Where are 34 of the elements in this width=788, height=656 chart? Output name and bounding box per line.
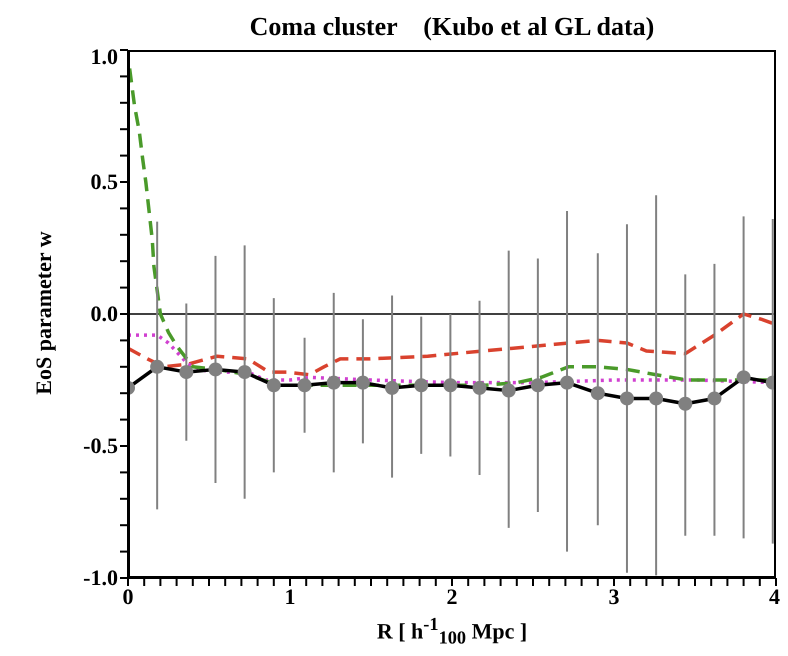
point bbox=[530, 378, 545, 392]
point bbox=[266, 378, 281, 392]
point bbox=[649, 391, 664, 406]
point bbox=[385, 380, 400, 395]
point bbox=[326, 376, 341, 390]
y-tick-label: -1.0 bbox=[83, 565, 118, 590]
chart-title: Coma cluster (Kubo et al GL data) bbox=[248, 12, 656, 42]
x-tick-label: 1 bbox=[284, 584, 296, 609]
point bbox=[238, 365, 252, 380]
point bbox=[707, 391, 722, 406]
x-axis-title: R [ h$^{-1}$$_{100}$ Mpc ] bbox=[376, 614, 528, 649]
point bbox=[356, 376, 370, 390]
point bbox=[590, 386, 605, 400]
x-tick-label: 0 bbox=[122, 584, 134, 609]
point bbox=[620, 391, 634, 406]
point bbox=[472, 380, 487, 395]
point bbox=[560, 376, 574, 390]
point bbox=[502, 384, 516, 398]
y-tick-label: 1.0 bbox=[90, 44, 118, 69]
x-tick-label: 4 bbox=[769, 584, 780, 609]
y-tick-label: 0.0 bbox=[90, 301, 118, 326]
y-axis-title: EoS parameter w bbox=[31, 230, 57, 397]
x-tick-label: 2 bbox=[446, 584, 458, 609]
point bbox=[443, 378, 458, 392]
x-tick-label: 3 bbox=[608, 584, 620, 609]
y-tick-label: -0.5 bbox=[83, 433, 118, 458]
point bbox=[736, 370, 751, 384]
point bbox=[208, 362, 222, 376]
point bbox=[179, 365, 194, 380]
y-tick-label: 0.5 bbox=[90, 169, 118, 194]
point bbox=[150, 360, 164, 374]
point bbox=[298, 378, 312, 392]
point bbox=[414, 378, 428, 392]
point bbox=[678, 396, 692, 411]
